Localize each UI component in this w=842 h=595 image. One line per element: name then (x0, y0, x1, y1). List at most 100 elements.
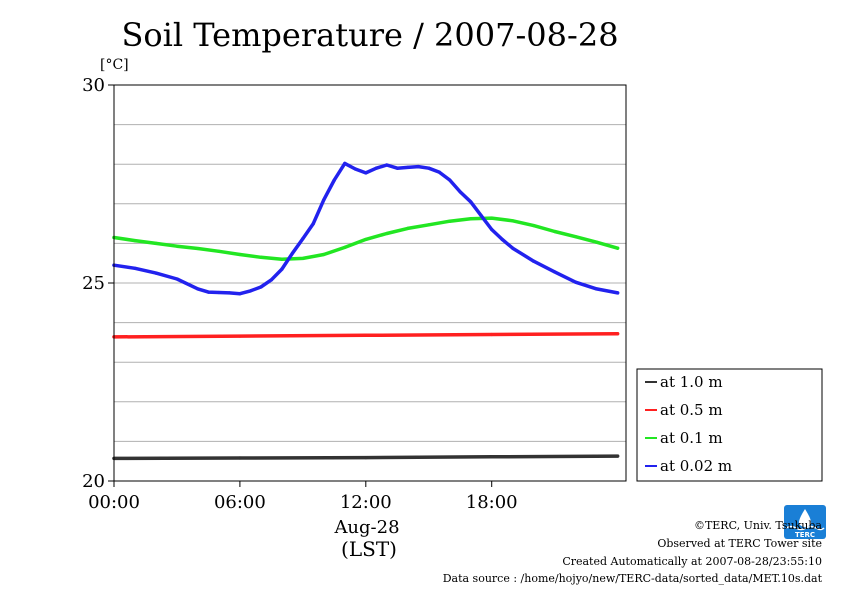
data-point-at-0-5-m (238, 334, 242, 338)
data-point-at-0-02-m (490, 227, 494, 232)
data-point-at-0-02-m (479, 214, 483, 218)
data-point-at-0-02-m (343, 161, 347, 166)
legend: at 1.0 m at 0.5 m at 0.1 m at 0.02 m (636, 368, 823, 482)
data-point-at-0-02-m (238, 292, 242, 296)
data-point-at-0-5-m (616, 332, 620, 336)
x-axis-unit-label: (LST) (341, 537, 397, 561)
data-point-at-0-02-m (206, 290, 211, 294)
data-point-at-0-1-m (511, 219, 515, 223)
data-point-at-0-02-m (469, 200, 473, 204)
data-point-at-0-5-m (364, 333, 368, 337)
y-tick-label: 25 (82, 273, 105, 294)
data-point-at-0-1-m (448, 219, 452, 223)
data-point-at-0-02-m (175, 277, 179, 281)
wave-icon (785, 525, 825, 531)
credit-created: Created Automatically at 2007-08-28/23:5… (562, 555, 822, 568)
data-point-at-1-0-m (364, 456, 368, 460)
y-axis-unit: [°C] (100, 57, 129, 73)
data-point-at-0-02-m (406, 165, 410, 169)
data-point-at-0-02-m (259, 285, 263, 289)
series-layer (112, 161, 620, 461)
data-point-at-0-02-m (532, 259, 536, 263)
axes: 20 25 30 00:00 06:00 12:00 18:00 (82, 75, 518, 513)
data-point-at-0-02-m (322, 198, 326, 202)
data-point-at-0-02-m (616, 291, 620, 295)
data-point-at-0-1-m (469, 217, 473, 221)
x-tick-label: 18:00 (466, 492, 518, 513)
data-point-at-0-1-m (385, 231, 389, 236)
data-point-at-0-02-m (385, 163, 389, 167)
series-line-at-0-02-m (112, 161, 620, 296)
data-point-at-0-1-m (133, 239, 137, 243)
chart-title: Soil Temperature / 2007-08-28 (121, 16, 618, 54)
data-point-at-0-02-m (133, 266, 137, 270)
terc-logo-text: TERC (795, 531, 815, 539)
data-point-at-0-02-m (248, 289, 252, 293)
data-point-at-0-1-m (259, 255, 263, 259)
y-tick-label: 30 (82, 75, 105, 96)
data-point-at-1-0-m (490, 455, 494, 459)
data-point-at-0-1-m (196, 246, 200, 251)
data-point-at-0-02-m (416, 164, 420, 169)
y-tick-label: 20 (82, 471, 105, 492)
data-point-at-0-1-m (616, 246, 620, 250)
data-point-at-0-02-m (311, 222, 315, 226)
x-tick-label: 06:00 (214, 492, 266, 513)
x-tick-label: 12:00 (340, 492, 392, 513)
data-point-at-0-02-m (458, 190, 462, 194)
data-point-at-0-1-m (280, 257, 284, 261)
data-point-at-0-02-m (217, 290, 221, 295)
data-point-at-0-02-m (269, 278, 273, 282)
data-point-at-0-1-m (364, 237, 368, 242)
data-point-at-0-02-m (196, 287, 200, 291)
data-point-at-0-02-m (353, 167, 357, 171)
data-point-at-0-02-m (511, 246, 515, 250)
legend-label-at-0-02-m: at 0.02 m (660, 457, 732, 475)
data-point-at-0-1-m (595, 240, 599, 244)
data-point-at-0-02-m (448, 178, 452, 182)
data-point-at-0-02-m (154, 271, 158, 275)
data-point-at-0-02-m (395, 166, 399, 170)
data-point-at-0-1-m (154, 241, 158, 245)
x-tick-label: 00:00 (88, 492, 140, 513)
data-point-at-0-02-m (500, 237, 504, 242)
data-point-at-0-02-m (437, 170, 441, 174)
data-point-at-0-1-m (427, 223, 431, 227)
data-point-at-0-02-m (280, 267, 284, 271)
data-point-at-0-1-m (301, 256, 305, 261)
data-point-at-0-1-m (574, 235, 578, 239)
credit-copyright: ©TERC, Univ. Tsukuba (693, 519, 822, 532)
data-point-at-0-02-m (364, 171, 368, 175)
data-point-at-0-1-m (322, 252, 326, 257)
terc-logo: TERC (784, 505, 826, 539)
data-point-at-0-02-m (427, 166, 431, 170)
legend-label-at-0-5-m: at 0.5 m (660, 401, 723, 419)
legend-label-at-0-1-m: at 0.1 m (660, 429, 723, 447)
data-point-at-0-5-m (490, 332, 494, 337)
data-point-at-0-02-m (290, 251, 294, 255)
data-point-at-0-1-m (406, 226, 410, 230)
credit-source: Data source : /home/hojyo/new/TERC-data/… (442, 572, 822, 585)
data-point-at-0-02-m (374, 166, 378, 170)
legend-label-at-1-0-m: at 1.0 m (660, 373, 723, 391)
data-point-at-0-1-m (238, 252, 242, 257)
data-point-at-1-0-m (616, 454, 620, 458)
data-point-at-0-1-m (343, 245, 347, 249)
data-point-at-0-02-m (574, 280, 578, 284)
data-point-at-0-1-m (553, 229, 557, 234)
x-axis-date-label: Aug-28 (333, 517, 399, 538)
data-point-at-1-0-m (238, 456, 242, 460)
gridlines (114, 124, 626, 442)
data-point-at-0-1-m (217, 249, 221, 253)
data-point-at-0-02-m (553, 270, 557, 274)
data-point-at-0-02-m (227, 291, 232, 295)
data-point-at-0-1-m (175, 244, 179, 248)
drop-icon (798, 509, 812, 527)
credit-observed: Observed at TERC Tower site (657, 537, 822, 550)
legend-box (636, 368, 823, 482)
data-point-at-0-02-m (595, 287, 599, 291)
data-point-at-0-1-m (490, 216, 494, 220)
data-point-at-0-1-m (532, 223, 536, 228)
data-point-at-0-02-m (332, 178, 336, 182)
